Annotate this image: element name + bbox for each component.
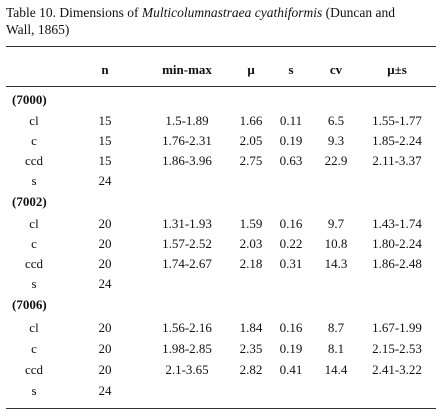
column-header: μ±s [387,62,407,77]
cell-value: 20 [98,362,112,377]
cell-value: 2.15-2.53 [372,341,422,356]
bottom-rule [6,408,436,409]
column-header: μ [247,62,255,77]
cell-value: 0.31 [279,256,303,271]
title-text: (Duncan and Wall, 1865) [6,5,396,37]
cell-value: 1.5-1.89 [165,113,209,128]
cell-value: 6.5 [327,113,345,128]
column-header: s [288,62,294,77]
cell-value: 0.22 [279,236,303,251]
cell-value: 1.31-1.93 [162,216,212,231]
cell-value: 20 [98,216,112,231]
cell-value: 15 [98,153,112,168]
cell-value: 15 [98,113,112,128]
cell-value: 20 [98,236,112,251]
cell-value: 20 [98,320,112,335]
cell-value: 8.1 [327,341,345,356]
row-label: cl [29,216,39,231]
cell-value: 0.16 [279,216,303,231]
cell-value: 2.35 [239,341,263,356]
cell-value: 9.3 [327,133,345,148]
cell-value: 2.75 [239,153,263,168]
cell-value: 15 [98,133,112,148]
cell-value: 1.67-1.99 [372,320,422,335]
cell-value: 1.86-2.48 [372,256,422,271]
table-title: Table 10. Dimensions of Multicolumnastra… [6,4,406,38]
row-label: ccd [24,153,44,168]
cell-value: 1.43-1.74 [372,216,422,231]
cell-value: 24 [98,383,112,398]
cell-value: 0.19 [279,133,303,148]
cell-value: 2.1-3.65 [165,362,209,377]
cell-value: 9.7 [327,216,345,231]
cell-value: 1.59 [239,216,263,231]
cell-value: 1.80-2.24 [372,236,422,251]
cell-value: 1.84 [239,320,263,335]
cell-value: 14.4 [324,362,348,377]
row-label: cl [29,320,39,335]
cell-value: 1.86-3.96 [162,153,212,168]
cell-value: 0.19 [279,341,303,356]
cell-value: 1.98-2.85 [162,341,212,356]
cell-value: 2.41-3.22 [372,362,422,377]
row-label: c [31,133,37,148]
row-label: c [31,341,37,356]
row-label: s [31,276,37,291]
cell-value: 1.76-2.31 [162,133,212,148]
cell-value: 24 [98,173,112,188]
column-header: min-max [162,62,212,77]
cell-value: 20 [98,256,112,271]
row-label: ccd [24,256,44,271]
cell-value: 2.11-3.37 [372,153,422,168]
cell-value: 20 [98,341,112,356]
cell-value: 0.16 [279,320,303,335]
row-label: c [31,236,37,251]
cell-value: 0.41 [279,362,303,377]
row-label: cl [29,113,39,128]
cell-value: 1.57-2.52 [162,236,212,251]
header-rule [6,86,436,87]
group-label: (7006) [12,297,47,312]
column-header: cv [329,62,343,77]
cell-value: 1.56-2.16 [162,320,212,335]
cell-value: 0.11 [279,113,303,128]
group-label: (7002) [12,194,47,209]
cell-value: 2.82 [239,362,263,377]
cell-value: 22.9 [324,153,348,168]
group-label: (7000) [12,92,47,107]
column-header: n [101,62,109,77]
row-label: s [31,383,37,398]
row-label: ccd [24,362,44,377]
cell-value: 1.85-2.24 [372,133,422,148]
row-label: s [31,173,37,188]
cell-value: 0.63 [279,153,303,168]
cell-value: 8.7 [327,320,345,335]
cell-value: 1.66 [239,113,263,128]
cell-value: 2.05 [239,133,263,148]
cell-value: 2.18 [239,256,263,271]
taxon-name: Multicolumnastraea cyathiformis [141,5,323,20]
title-text: Table 10. Dimensions of [6,5,142,20]
cell-value: 2.03 [239,236,263,251]
cell-value: 1.55-1.77 [372,113,422,128]
cell-value: 24 [98,276,112,291]
top-rule [6,46,436,47]
cell-value: 10.8 [324,236,348,251]
cell-value: 14.3 [324,256,348,271]
cell-value: 1.74-2.67 [162,256,212,271]
